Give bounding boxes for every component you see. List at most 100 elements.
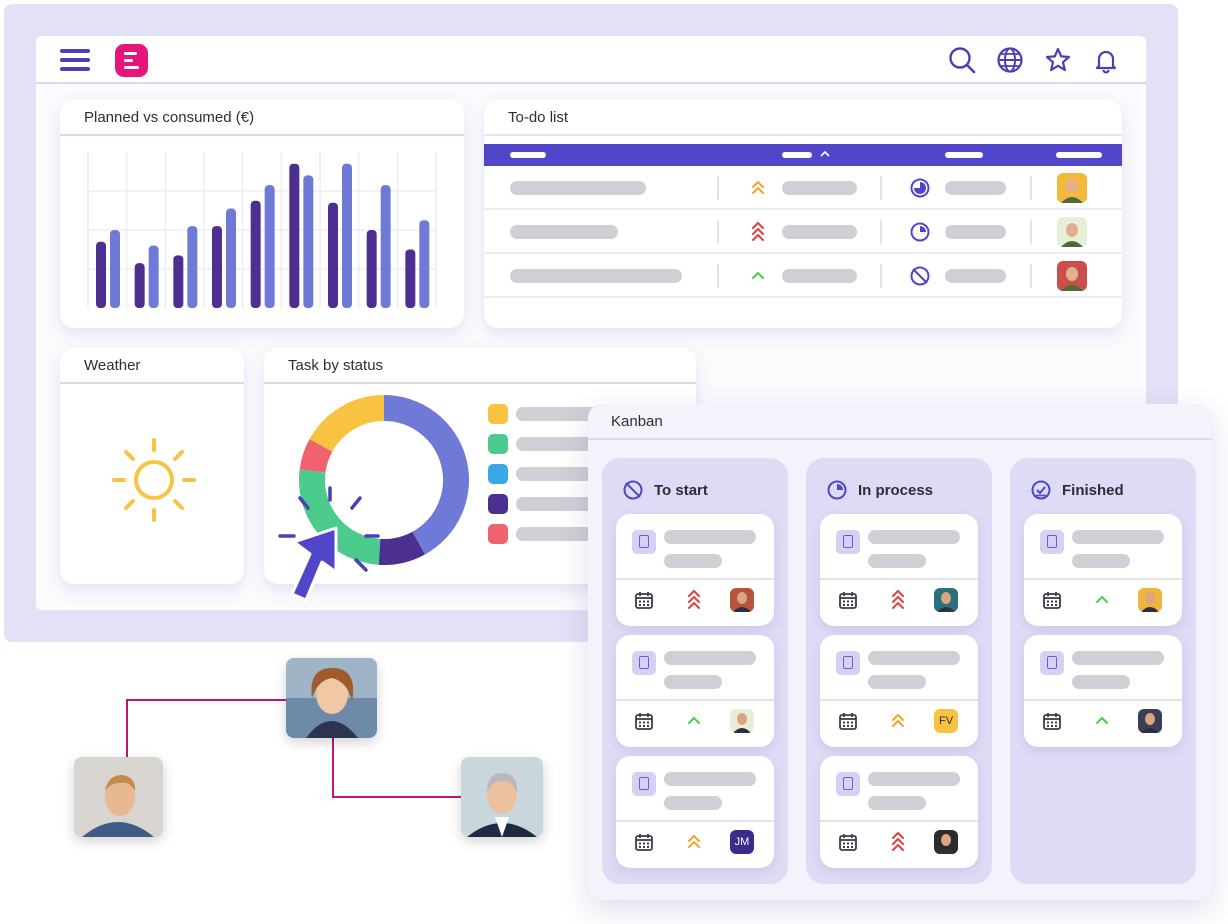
calendar-icon[interactable]: [838, 711, 858, 731]
donut-segment: [378, 531, 425, 565]
weather-widget: Weather: [60, 348, 244, 584]
todo-table-header[interactable]: [484, 144, 1122, 166]
widget-title: Weather: [60, 348, 244, 384]
card-title-placeholder: [868, 530, 960, 544]
bar: [148, 245, 159, 308]
kanban-card[interactable]: [1024, 514, 1182, 626]
priority-low-icon: [752, 272, 764, 279]
priority-high-icon: [892, 590, 904, 609]
dashboard-window: Planned vs consumed (€) To-do list: [36, 36, 1146, 610]
menu-icon[interactable]: [60, 49, 90, 71]
in-process-icon: [827, 480, 847, 500]
not-started-status-icon: [910, 266, 930, 286]
avatar[interactable]: [74, 757, 163, 837]
kanban-column-label: Finished: [1062, 481, 1124, 499]
bar: [173, 255, 184, 308]
donut-segment: [383, 395, 469, 555]
donut-segment: [299, 469, 381, 565]
table-row[interactable]: [484, 210, 1122, 254]
kanban-column-header: In process: [826, 478, 933, 502]
avatar[interactable]: [1138, 588, 1162, 612]
avatar[interactable]: [1057, 217, 1087, 247]
sort-arrow-icon[interactable]: [820, 150, 830, 158]
priority-low-icon: [688, 717, 700, 724]
calendar-icon[interactable]: [838, 590, 858, 610]
document-icon: [632, 530, 656, 554]
avatar[interactable]: JM: [730, 830, 754, 854]
legend-swatch: [488, 404, 508, 424]
bar: [303, 175, 314, 308]
kanban-card[interactable]: [1024, 635, 1182, 747]
avatar[interactable]: [1138, 709, 1162, 733]
kanban-card[interactable]: JM: [616, 756, 774, 868]
card-title-placeholder: [1072, 651, 1164, 665]
app-logo[interactable]: [115, 44, 148, 77]
calendar-icon[interactable]: [634, 832, 654, 852]
planned-vs-consumed-widget: Planned vs consumed (€): [60, 100, 464, 328]
globe-icon[interactable]: [996, 46, 1024, 74]
priority-medium-icon: [688, 835, 700, 848]
avatar[interactable]: [286, 658, 377, 738]
avatar[interactable]: [934, 588, 958, 612]
kanban-card[interactable]: [820, 514, 978, 626]
card-title-placeholder: [868, 772, 960, 786]
document-icon: [836, 772, 860, 796]
avatar[interactable]: [1057, 261, 1087, 291]
avatar[interactable]: [934, 830, 958, 854]
priority-medium-icon: [752, 181, 764, 194]
calendar-icon[interactable]: [1042, 590, 1062, 610]
status-placeholder: [945, 269, 1006, 283]
card-subtitle-placeholder: [1072, 554, 1130, 568]
table-row[interactable]: [484, 254, 1122, 298]
avatar[interactable]: [1057, 173, 1087, 203]
kanban-column: To start JM: [602, 458, 788, 884]
calendar-icon[interactable]: [634, 590, 654, 610]
kanban-card[interactable]: [616, 514, 774, 626]
document-icon: [632, 772, 656, 796]
calendar-icon[interactable]: [1042, 711, 1062, 731]
status-placeholder: [945, 181, 1006, 195]
document-icon: [1040, 530, 1064, 554]
bar: [366, 230, 377, 308]
legend-swatch: [488, 464, 508, 484]
calendar-icon[interactable]: [634, 711, 654, 731]
kanban-card[interactable]: FV: [820, 635, 978, 747]
search-icon[interactable]: [948, 46, 976, 74]
bar: [328, 202, 338, 308]
card-subtitle-placeholder: [664, 796, 722, 810]
kanban-column-header: To start: [622, 478, 708, 502]
not-started-icon: [623, 480, 643, 500]
bar: [264, 185, 275, 308]
avatar[interactable]: [461, 757, 543, 837]
bar: [134, 263, 145, 308]
star-icon[interactable]: [1044, 46, 1072, 74]
status-placeholder: [945, 225, 1006, 239]
date-placeholder: [782, 225, 857, 239]
document-icon: [836, 530, 860, 554]
bar: [110, 230, 120, 308]
avatar[interactable]: [730, 709, 754, 733]
date-placeholder: [782, 181, 857, 195]
donut-segment: [309, 395, 385, 453]
avatar[interactable]: FV: [934, 709, 958, 733]
card-title-placeholder: [664, 530, 756, 544]
kanban-card[interactable]: [820, 756, 978, 868]
card-subtitle-placeholder: [868, 796, 926, 810]
priority-low-icon: [1096, 717, 1108, 724]
avatar[interactable]: [730, 588, 754, 612]
kanban-column: In process FV: [806, 458, 992, 884]
kanban-card[interactable]: [616, 635, 774, 747]
widget-title: Task by status: [264, 348, 696, 384]
card-subtitle-placeholder: [868, 554, 926, 568]
calendar-icon[interactable]: [838, 832, 858, 852]
document-icon: [632, 651, 656, 675]
bar: [342, 163, 352, 308]
table-row[interactable]: [484, 166, 1122, 210]
bell-icon[interactable]: [1092, 46, 1120, 74]
card-title-placeholder: [868, 651, 960, 665]
card-title-placeholder: [664, 772, 756, 786]
card-subtitle-placeholder: [868, 675, 926, 689]
widget-title: To-do list: [484, 100, 1122, 136]
quarter-status-icon: [910, 222, 930, 242]
